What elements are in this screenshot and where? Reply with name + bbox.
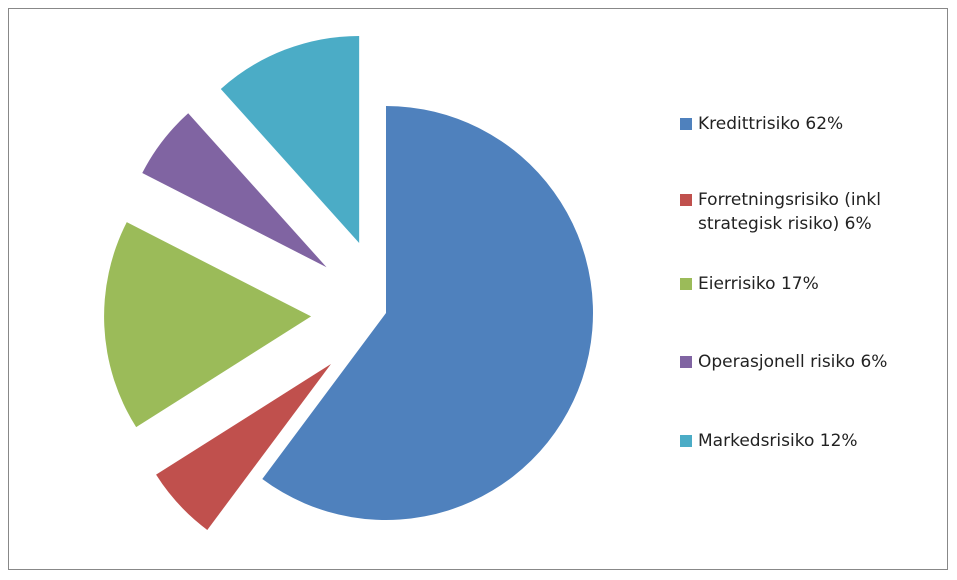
pie-slice (262, 106, 593, 520)
pie-slice (220, 35, 360, 243)
pie-slice (156, 363, 331, 530)
pie-slice (142, 113, 327, 268)
legend-swatch (680, 278, 692, 290)
chart-frame (8, 8, 948, 570)
legend-item: Forretningsrisiko (inkl strategisk risik… (680, 188, 948, 236)
legend-item: Kredittrisiko 62% (680, 112, 948, 136)
legend-label: Kredittrisiko 62% (698, 114, 844, 134)
legend-item: Markedsrisiko 12% (680, 429, 948, 453)
legend-label: Operasjonell risiko 6% (698, 352, 888, 372)
legend-label: Markedsrisiko 12% (698, 431, 858, 451)
pie-slice (104, 222, 312, 428)
legend-label: Eierrisiko 17% (698, 274, 819, 294)
legend-item: Operasjonell risiko 6% (680, 350, 948, 374)
legend-label: Forretningsrisiko (inkl strategisk risik… (698, 190, 881, 234)
legend-swatch (680, 118, 692, 130)
legend-swatch (680, 194, 692, 206)
legend-item: Eierrisiko 17% (680, 272, 948, 296)
legend-swatch (680, 356, 692, 368)
legend-swatch (680, 435, 692, 447)
